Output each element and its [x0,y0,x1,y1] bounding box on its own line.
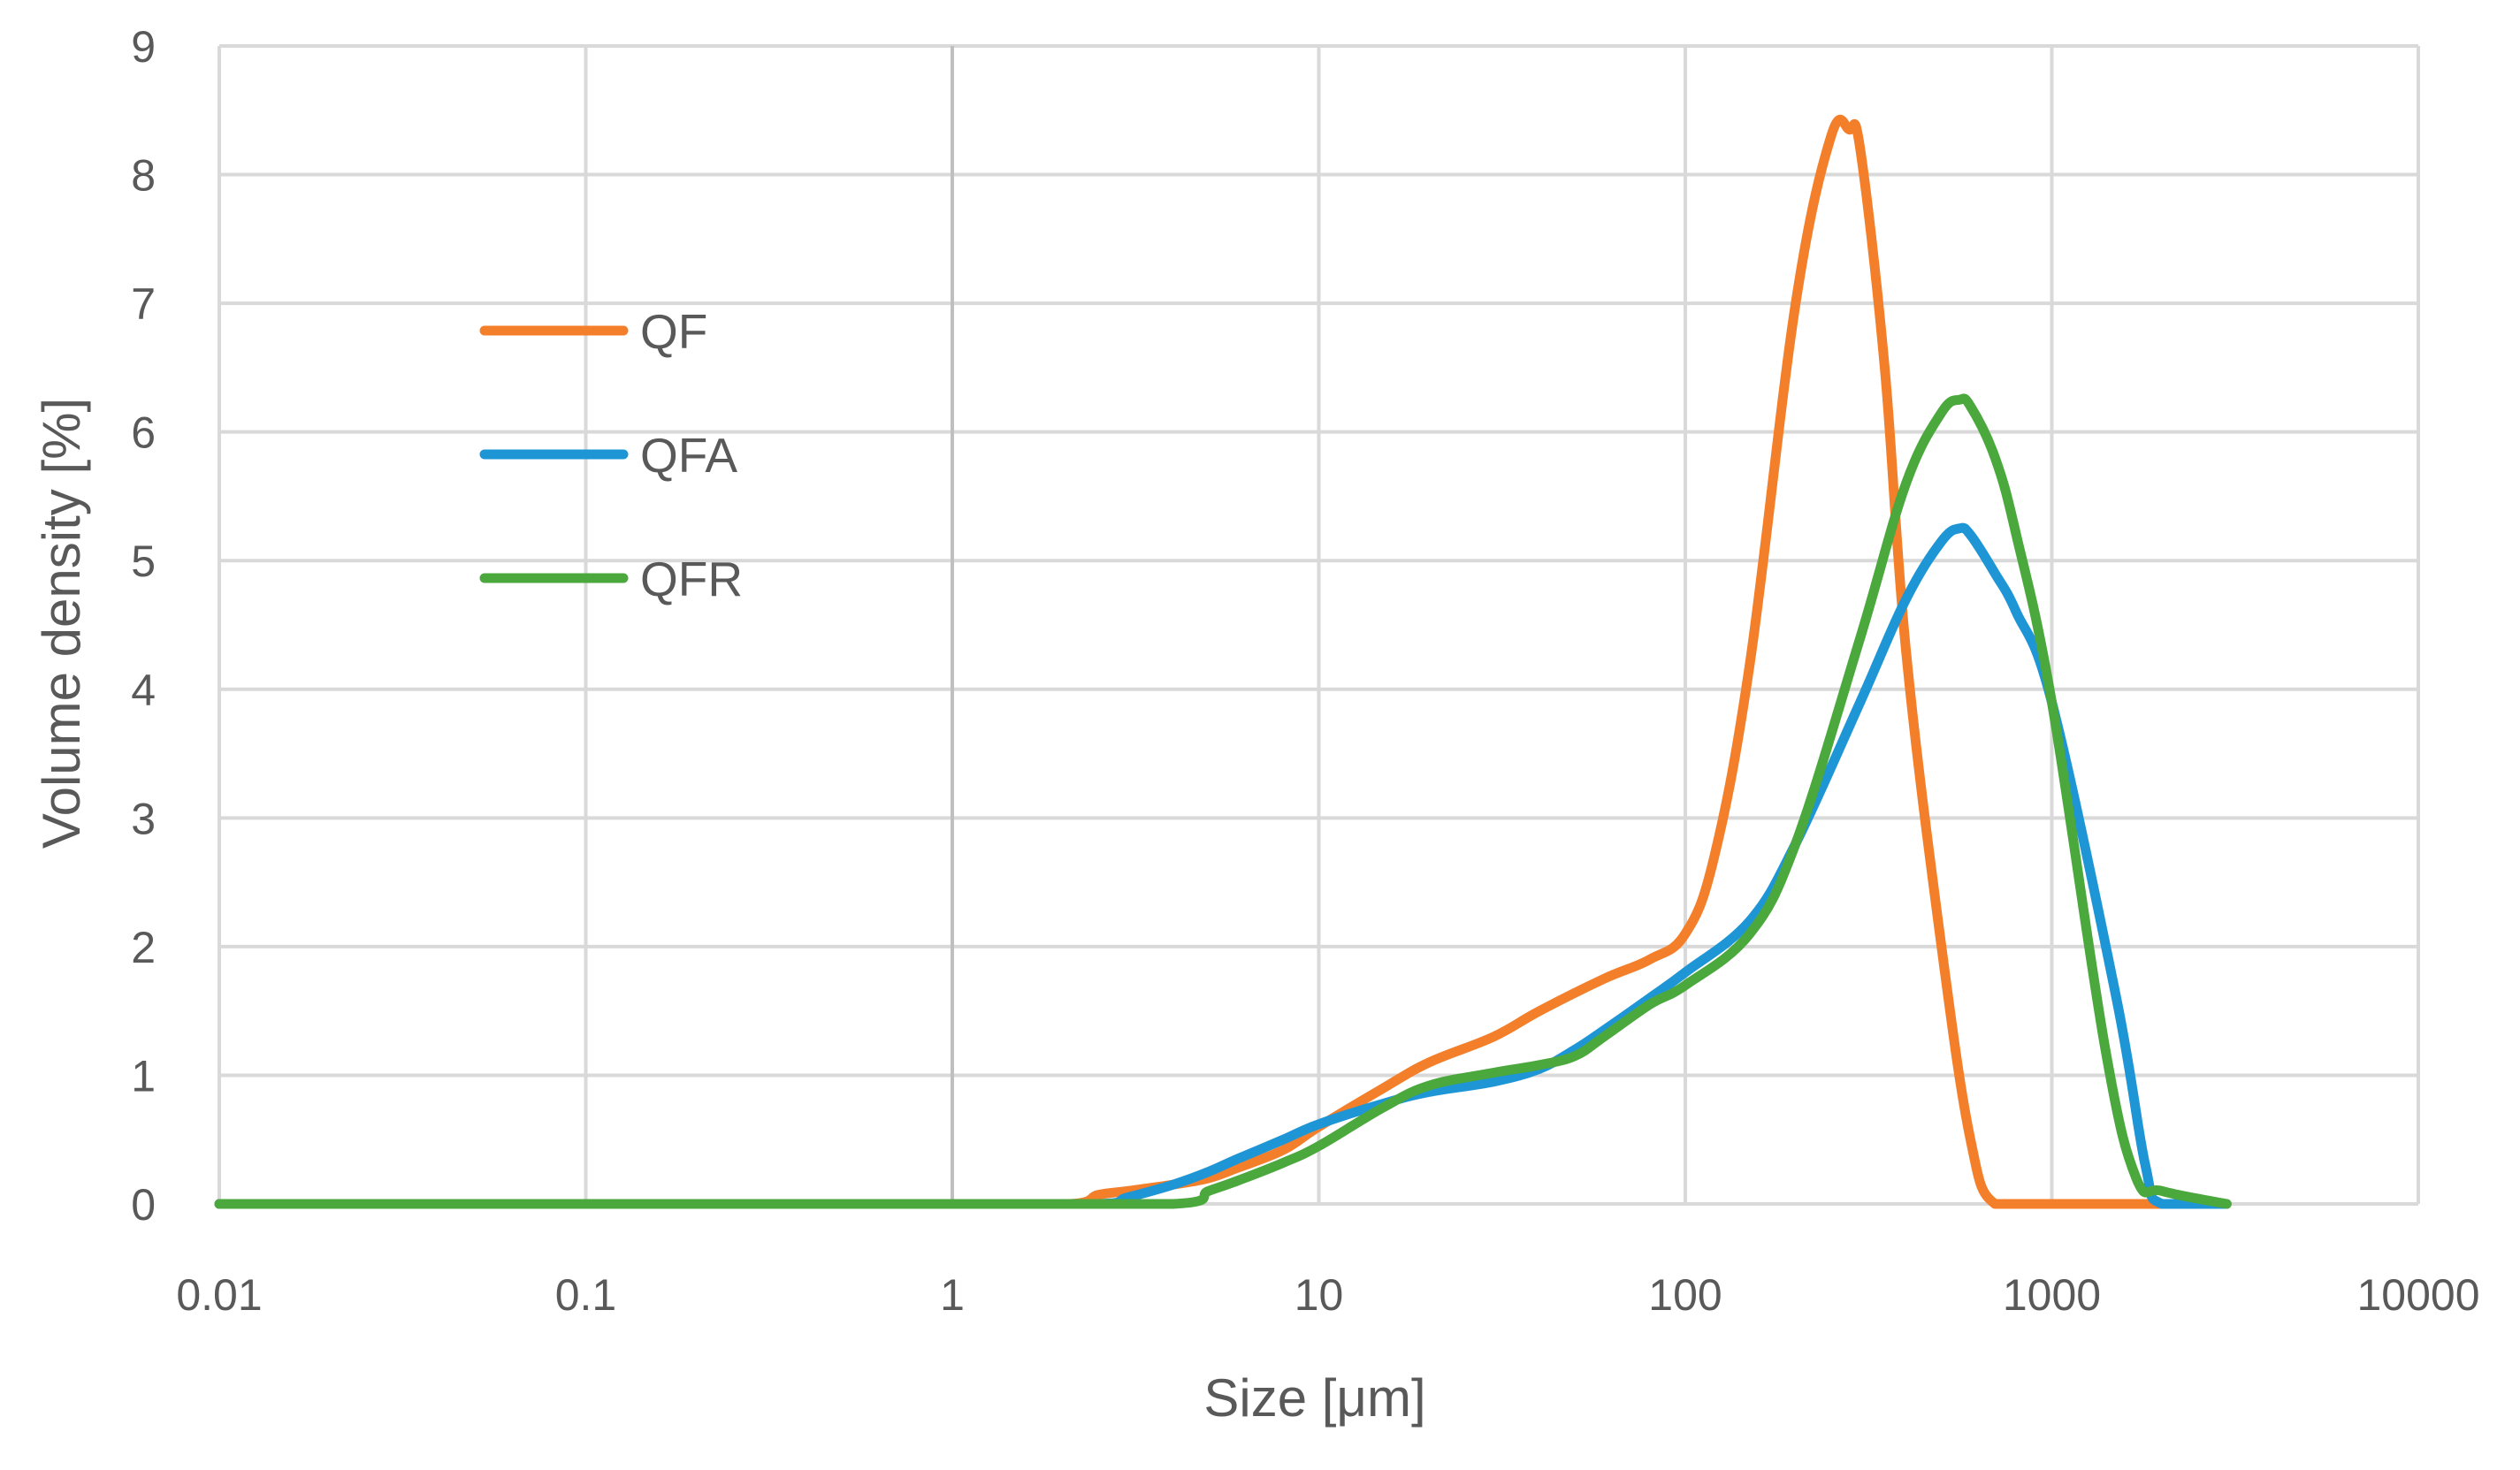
x-tick-label: 10000 [2356,1270,2479,1320]
x-tick-label: 1000 [2003,1270,2101,1320]
series-line-qfa [214,522,2232,1209]
y-tick-label: 5 [131,537,156,586]
x-axis-title: Size [μm] [1203,1368,1425,1428]
y-tick-label: 7 [131,279,156,329]
x-tick-label: 10 [1294,1270,1344,1320]
y-tick-label: 6 [131,408,156,458]
y-tick-label: 0 [131,1180,156,1230]
legend-label-qf: QF [640,304,707,359]
legend-label-qfr: QFR [640,552,743,606]
y-tick-label: 8 [131,151,156,201]
y-tick-label: 9 [131,22,156,72]
y-axis-title: Volume density [%] [32,398,91,849]
series-line-qf [214,114,2167,1209]
x-tick-label: 1 [940,1270,965,1320]
x-tick-label: 0.1 [555,1270,617,1320]
legend: QF QFA QFR [479,304,743,606]
y-tick-label: 4 [131,666,156,715]
x-tick-label: 100 [1648,1270,1722,1320]
y-tick-label: 1 [131,1051,156,1101]
y-tick-labels: 0 1 2 3 4 5 6 7 8 9 [131,22,156,1230]
series-lines [214,114,2232,1209]
x-tick-label: 0.01 [176,1270,262,1320]
legend-label-qfa: QFA [640,428,737,483]
series-line-qfr [214,393,2232,1209]
x-gridlines [218,46,2420,1204]
y-tick-label: 3 [131,794,156,843]
y-tick-label: 2 [131,923,156,972]
x-tick-labels: 0.01 0.1 1 10 100 1000 10000 [176,1270,2479,1320]
